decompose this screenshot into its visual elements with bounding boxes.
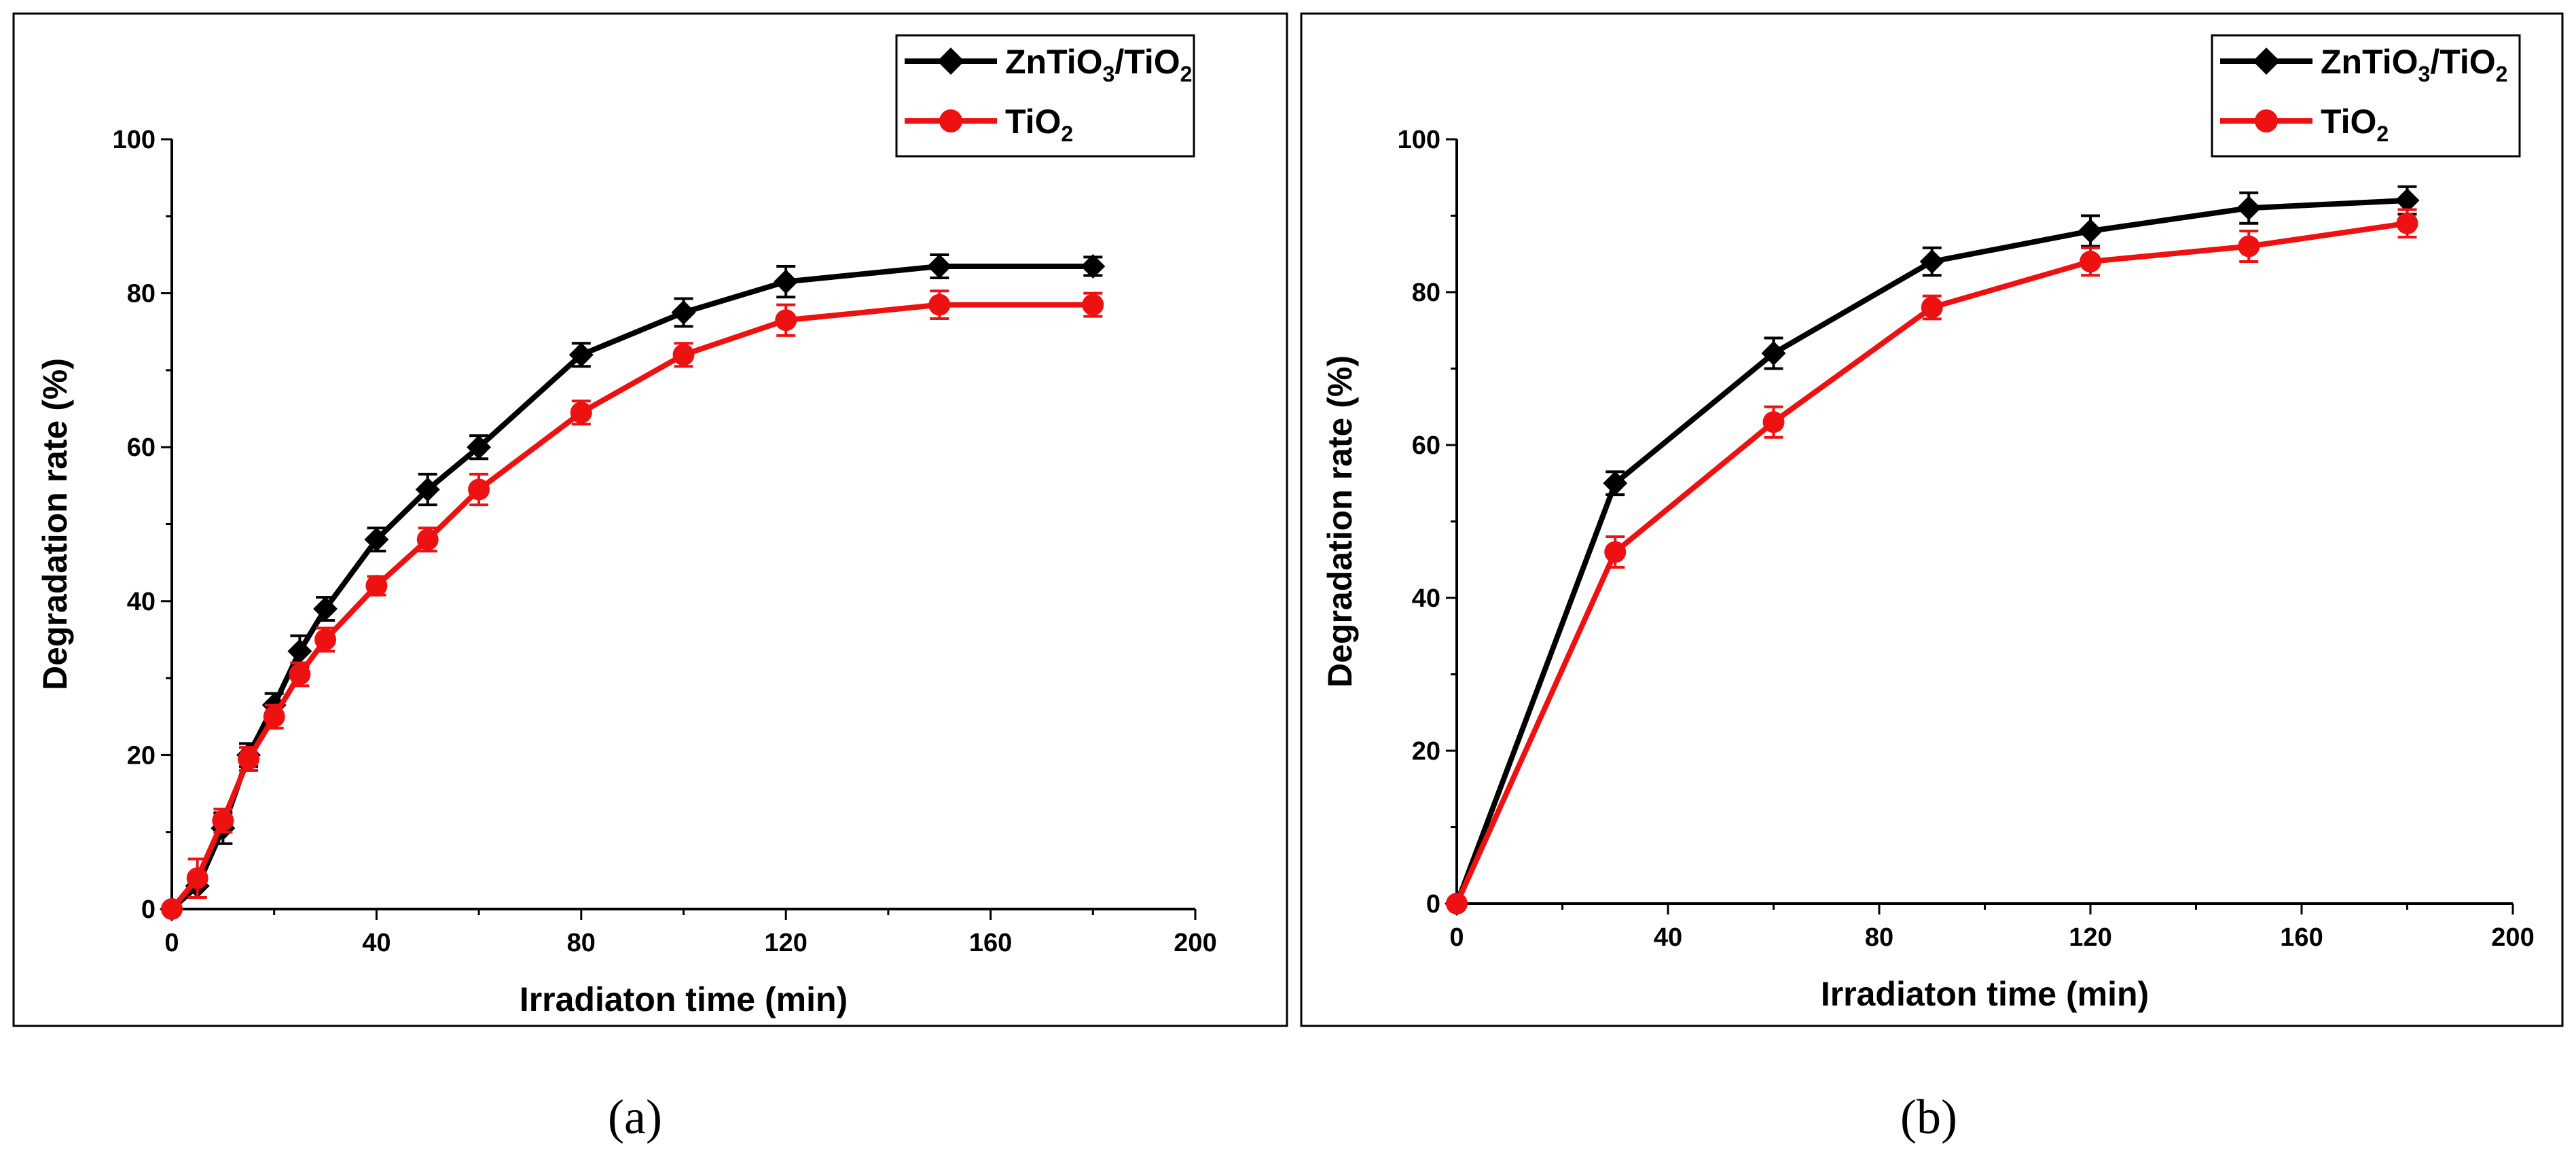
- y-axis-title: Degradation rate (%): [1321, 355, 1359, 688]
- data-point-circle: [1604, 541, 1627, 563]
- data-point-diamond: [364, 527, 389, 552]
- data-point-circle: [263, 705, 285, 728]
- x-tick-label: 0: [164, 929, 179, 957]
- data-point-circle: [2080, 251, 2101, 272]
- x-tick-label: 160: [969, 929, 1012, 957]
- x-tick-label: 120: [764, 929, 807, 957]
- y-tick-label: 20: [127, 741, 156, 770]
- data-point-diamond: [568, 342, 594, 368]
- x-tick-label: 200: [2491, 923, 2534, 952]
- y-tick-label: 80: [127, 280, 156, 308]
- data-point-diamond: [1081, 253, 1106, 279]
- y-tick-label: 40: [1412, 584, 1440, 613]
- y-axis-title: Degradation rate (%): [36, 358, 74, 690]
- y-tick-label: 60: [1412, 431, 1440, 460]
- legend-label-0: ZnTiO3/TiO2: [2321, 43, 2507, 86]
- data-point-circle: [1921, 296, 1943, 319]
- y-tick-label: 40: [127, 588, 156, 616]
- data-point-circle: [238, 748, 260, 770]
- y-tick-label: 0: [141, 895, 156, 924]
- y-tick-label: 60: [127, 433, 156, 462]
- x-axis-title: Irradiaton time (min): [520, 980, 848, 1018]
- data-point-diamond: [313, 597, 338, 622]
- x-tick-label: 0: [1449, 923, 1464, 952]
- data-point-circle: [2238, 235, 2260, 257]
- x-tick-label: 80: [567, 929, 596, 957]
- panel-frame: [1300, 12, 2564, 1027]
- data-point-circle: [186, 867, 208, 889]
- panel-caption: (a): [608, 1090, 662, 1144]
- data-point-circle: [161, 898, 183, 920]
- data-point-circle: [212, 809, 234, 832]
- data-point-circle: [672, 344, 695, 366]
- data-point-circle: [570, 402, 592, 424]
- legend-marker-diamond: [937, 48, 964, 75]
- data-point-diamond: [2078, 219, 2103, 243]
- data-point-circle: [314, 628, 337, 651]
- legend-label-1: TiO2: [1005, 103, 1073, 146]
- x-tick-label: 80: [1865, 923, 1893, 952]
- panel-a: 0 40 80 120 160 200 0 20 40 60 80 100 Irradiaton tim…: [12, 12, 1288, 1144]
- x-tick-label: 40: [362, 929, 391, 957]
- y-tick-label: 0: [1426, 890, 1440, 919]
- data-point-diamond: [1761, 341, 1786, 366]
- legend-label-1: TiO2: [2321, 103, 2389, 146]
- x-tick-label: 120: [2069, 923, 2111, 952]
- y-tick-label: 80: [1412, 279, 1440, 307]
- legend-marker-circle: [2255, 109, 2278, 132]
- panel-frame: [12, 12, 1288, 1027]
- data-point-circle: [1446, 893, 1468, 914]
- y-tick-label: 20: [1412, 737, 1440, 766]
- y-tick-label: 100: [113, 126, 156, 154]
- data-point-circle: [1082, 294, 1104, 316]
- data-point-diamond: [671, 300, 696, 325]
- data-point-circle: [2396, 212, 2418, 234]
- panel-caption: (b): [1900, 1090, 1957, 1144]
- data-point-circle: [468, 478, 490, 501]
- data-point-circle: [775, 309, 797, 332]
- data-point-diamond: [927, 253, 952, 279]
- data-point-diamond: [1603, 471, 1628, 496]
- series-line-1: [169, 302, 1093, 911]
- series-line-0: [170, 263, 1093, 911]
- data-point-diamond: [2395, 188, 2420, 213]
- data-point-circle: [289, 663, 311, 686]
- y-tick-label: 100: [1398, 126, 1440, 154]
- x-axis-title: Irradiaton time (min): [1821, 975, 2149, 1013]
- data-point-circle: [365, 575, 388, 597]
- data-point-circle: [1762, 411, 1785, 433]
- data-point-circle: [928, 294, 951, 316]
- series-line-1: [1454, 220, 2408, 905]
- data-point-diamond: [774, 269, 799, 294]
- x-tick-label: 160: [2280, 923, 2323, 952]
- data-point-diamond: [1919, 249, 1944, 274]
- data-point-circle: [416, 529, 439, 551]
- legend-label-0: ZnTiO3/TiO2: [1005, 43, 1192, 86]
- legend-marker-circle: [939, 109, 962, 132]
- legend-marker-diamond: [2253, 48, 2280, 75]
- data-point-diamond: [415, 477, 440, 502]
- panel-b: 0 40 80 120 160 200 0 20 40 60 80 100 Irradiaton tim…: [1300, 12, 2564, 1144]
- data-point-diamond: [467, 435, 492, 460]
- data-point-diamond: [2236, 196, 2262, 221]
- data-point-diamond: [287, 639, 312, 664]
- x-tick-label: 200: [1174, 929, 1216, 957]
- x-tick-label: 40: [1654, 923, 1682, 952]
